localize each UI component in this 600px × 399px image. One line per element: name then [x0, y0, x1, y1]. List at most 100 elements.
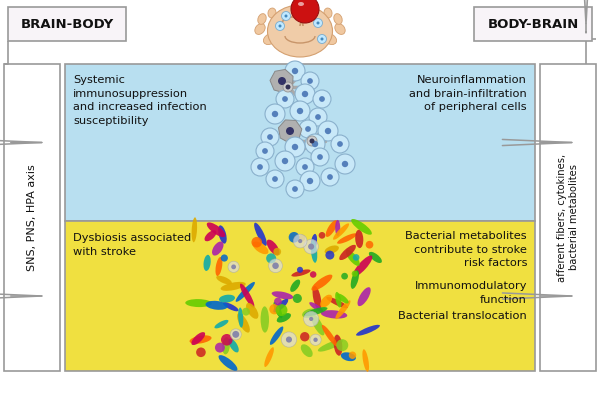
Circle shape	[266, 170, 284, 188]
Circle shape	[365, 241, 373, 249]
Circle shape	[302, 91, 308, 97]
Circle shape	[282, 96, 288, 102]
Text: SNS, PNS, HPA axis: SNS, PNS, HPA axis	[27, 164, 37, 271]
Text: afferent fibers, cytokines,
bacterial metabolites: afferent fibers, cytokines, bacterial me…	[557, 154, 579, 282]
Ellipse shape	[318, 340, 343, 352]
Circle shape	[349, 352, 356, 359]
Circle shape	[272, 263, 279, 269]
Ellipse shape	[309, 302, 323, 312]
Bar	[8, 7, 126, 41]
Text: Neuroinflammation
and brain-infiltration
of peripheral cells: Neuroinflammation and brain-infiltration…	[409, 75, 527, 112]
Circle shape	[299, 235, 305, 241]
Ellipse shape	[219, 295, 235, 303]
Circle shape	[282, 158, 288, 164]
Ellipse shape	[311, 275, 332, 291]
Circle shape	[302, 164, 308, 170]
Ellipse shape	[337, 233, 357, 244]
Ellipse shape	[207, 222, 226, 237]
Ellipse shape	[205, 230, 217, 241]
Ellipse shape	[191, 332, 205, 345]
Circle shape	[292, 186, 298, 192]
Circle shape	[231, 265, 236, 269]
Circle shape	[308, 243, 314, 250]
Circle shape	[272, 176, 278, 182]
Ellipse shape	[214, 320, 229, 328]
Circle shape	[281, 12, 290, 20]
Ellipse shape	[218, 355, 238, 371]
Ellipse shape	[240, 284, 254, 308]
Ellipse shape	[268, 8, 276, 18]
Ellipse shape	[236, 282, 255, 302]
Circle shape	[275, 22, 284, 30]
Circle shape	[221, 334, 233, 346]
Circle shape	[341, 273, 348, 280]
Ellipse shape	[304, 307, 328, 316]
Circle shape	[305, 126, 311, 132]
Circle shape	[310, 138, 314, 144]
Ellipse shape	[356, 325, 380, 336]
Circle shape	[342, 161, 348, 167]
Ellipse shape	[185, 299, 212, 307]
Ellipse shape	[369, 252, 382, 263]
Ellipse shape	[324, 8, 332, 18]
Ellipse shape	[358, 287, 371, 306]
Circle shape	[289, 232, 299, 243]
Ellipse shape	[218, 225, 227, 244]
Circle shape	[274, 248, 281, 256]
Circle shape	[309, 317, 313, 321]
Ellipse shape	[270, 326, 283, 345]
Circle shape	[319, 96, 325, 102]
Ellipse shape	[290, 280, 300, 292]
Ellipse shape	[355, 230, 364, 248]
Circle shape	[285, 137, 305, 157]
Bar	[65, 64, 535, 221]
Circle shape	[285, 61, 305, 81]
Ellipse shape	[221, 282, 246, 291]
Ellipse shape	[191, 217, 197, 242]
Text: Immunomodulatory
function: Immunomodulatory function	[415, 281, 527, 304]
Circle shape	[311, 148, 329, 166]
Ellipse shape	[311, 240, 317, 263]
Circle shape	[286, 127, 294, 135]
Ellipse shape	[212, 241, 224, 256]
Circle shape	[325, 128, 331, 134]
Circle shape	[304, 311, 319, 326]
Circle shape	[281, 332, 296, 347]
Ellipse shape	[351, 219, 372, 235]
Ellipse shape	[222, 337, 230, 354]
Circle shape	[319, 232, 325, 239]
Text: BODY-BRAIN: BODY-BRAIN	[487, 18, 578, 30]
Ellipse shape	[362, 349, 369, 372]
Circle shape	[315, 114, 321, 120]
Ellipse shape	[335, 300, 350, 319]
Circle shape	[305, 134, 325, 154]
Circle shape	[290, 101, 310, 121]
Circle shape	[297, 108, 303, 114]
Circle shape	[297, 267, 303, 273]
Ellipse shape	[216, 276, 232, 284]
Circle shape	[304, 239, 319, 254]
Circle shape	[256, 142, 274, 160]
Circle shape	[275, 151, 295, 171]
Ellipse shape	[326, 220, 337, 237]
Ellipse shape	[274, 299, 288, 312]
Ellipse shape	[325, 245, 339, 254]
Circle shape	[291, 0, 319, 23]
Ellipse shape	[229, 339, 239, 352]
Circle shape	[296, 158, 314, 176]
Circle shape	[327, 174, 333, 180]
Ellipse shape	[334, 335, 343, 356]
Circle shape	[257, 164, 263, 170]
Ellipse shape	[246, 303, 259, 319]
Circle shape	[317, 22, 320, 24]
Ellipse shape	[298, 2, 304, 6]
Ellipse shape	[260, 306, 269, 333]
Circle shape	[337, 141, 343, 147]
Circle shape	[320, 38, 323, 41]
Circle shape	[196, 348, 206, 357]
Ellipse shape	[215, 257, 223, 276]
Circle shape	[298, 239, 302, 243]
Text: Bacterial metabolites
contribute to stroke
risk factors: Bacterial metabolites contribute to stro…	[406, 231, 527, 268]
Circle shape	[313, 338, 318, 342]
Circle shape	[230, 329, 241, 340]
